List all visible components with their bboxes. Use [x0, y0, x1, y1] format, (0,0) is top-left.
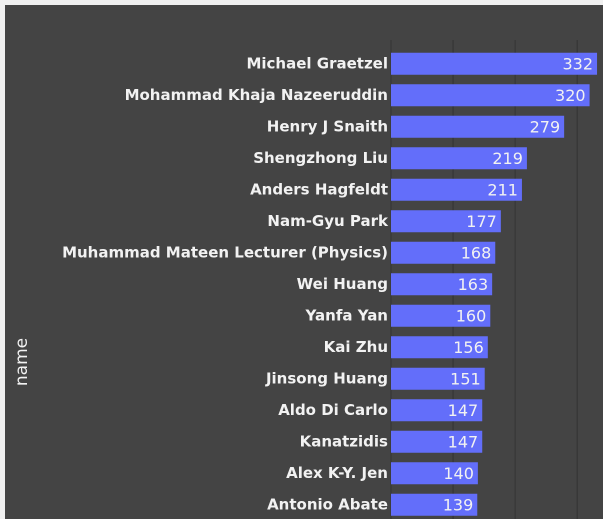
value-label: 177: [466, 212, 497, 231]
y-tick-label: Wei Huang: [297, 275, 388, 293]
y-tick-label: Alex K-Y. Jen: [286, 464, 388, 482]
value-label: 211: [487, 180, 518, 199]
bar: [391, 399, 483, 422]
bar: [391, 493, 478, 516]
bar: [391, 336, 488, 359]
value-label: 279: [530, 117, 561, 136]
bar: [391, 52, 598, 75]
value-label: 219: [492, 149, 523, 168]
y-tick-label: Anders Hagfeldt: [250, 180, 388, 198]
y-tick-label: Michael Graetzel: [246, 54, 388, 72]
value-label: 147: [448, 432, 479, 451]
value-label: 151: [450, 369, 481, 388]
value-label: 332: [562, 54, 593, 73]
y-tick-label: Antonio Abate: [267, 495, 388, 513]
y-tick-label: Kanatzidis: [300, 432, 388, 450]
y-tick-label: Mohammad Khaja Nazeeruddin: [125, 86, 388, 104]
bar: [391, 115, 565, 138]
y-axis-title: name: [12, 338, 32, 386]
value-label: 163: [458, 275, 489, 294]
value-label: 160: [456, 306, 487, 325]
bar: [391, 273, 493, 296]
bar: [391, 367, 485, 390]
value-label: 140: [443, 464, 474, 483]
y-tick-label: Aldo Di Carlo: [278, 401, 388, 419]
bar: [391, 210, 501, 233]
y-tick-label: Yanfa Yan: [305, 306, 388, 324]
value-label: 147: [448, 401, 479, 420]
y-tick-label: Kai Zhu: [324, 338, 388, 356]
bar: [391, 147, 527, 170]
y-tick-label: Henry J Snaith: [267, 117, 388, 135]
value-label: 139: [443, 495, 474, 514]
value-label: 156: [453, 338, 484, 357]
bar: [391, 84, 590, 107]
bar: [391, 241, 496, 264]
bar: [391, 178, 522, 201]
y-tick-label: Nam-Gyu Park: [267, 212, 389, 230]
value-label: 320: [555, 86, 586, 105]
value-label: 168: [461, 243, 492, 262]
y-tick-label: Jinsong Huang: [265, 369, 388, 387]
y-tick-label: Muhammad Mateen Lecturer (Physics): [62, 243, 388, 261]
bar: [391, 304, 491, 327]
bar: [391, 430, 483, 453]
bar: [391, 462, 478, 485]
y-tick-label: Shengzhong Liu: [253, 149, 388, 167]
